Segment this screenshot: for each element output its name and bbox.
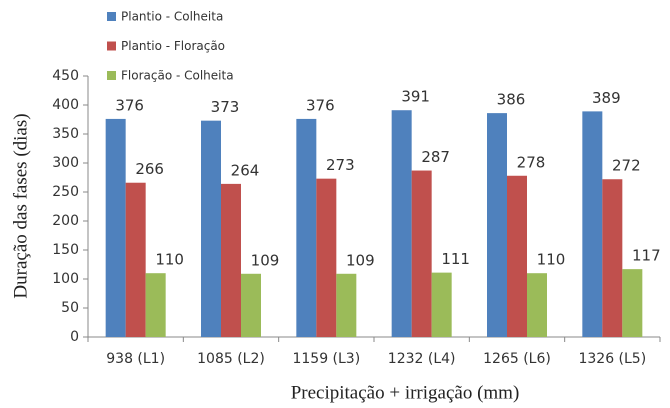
value-label: 391 <box>401 88 430 106</box>
x-axis-label: Precipitação + irrigação (mm) <box>291 382 520 403</box>
bar <box>316 178 337 337</box>
x-tick-label: 1159 (L3) <box>292 351 360 367</box>
value-label: 273 <box>326 156 355 174</box>
value-label: 389 <box>592 89 621 107</box>
value-label: 266 <box>135 160 164 178</box>
y-axis-label: Duração das fases (dias) <box>10 113 31 298</box>
y-tick-label: 400 <box>52 97 79 113</box>
bar <box>602 179 623 337</box>
y-tick-label: 250 <box>52 184 79 200</box>
legend-swatch <box>107 71 116 80</box>
y-tick-label: 150 <box>52 242 79 258</box>
bar <box>507 175 527 337</box>
bar <box>622 269 643 337</box>
value-label: 386 <box>497 91 526 109</box>
value-label: 117 <box>632 247 661 265</box>
legend-label: Floração - Colheita <box>121 69 234 83</box>
bar <box>201 120 221 337</box>
value-label: 264 <box>231 161 260 179</box>
bar <box>296 118 317 337</box>
value-label: 109 <box>346 251 375 269</box>
value-label: 109 <box>251 251 280 269</box>
bar <box>336 273 357 337</box>
x-tick-label: 1265 (L6) <box>483 351 551 367</box>
bar <box>527 273 547 337</box>
bar <box>582 111 603 337</box>
x-tick-label: 938 (L1) <box>106 351 165 367</box>
x-tick-label: 1326 (L5) <box>578 351 646 367</box>
value-label: 110 <box>537 251 566 269</box>
legend-swatch <box>107 12 116 21</box>
x-tick-label: 1085 (L2) <box>197 351 265 367</box>
bar <box>431 272 452 337</box>
legend-swatch <box>107 41 116 51</box>
bar <box>221 183 241 337</box>
bar <box>105 118 126 337</box>
value-label: 272 <box>612 157 641 175</box>
value-label: 373 <box>211 98 240 116</box>
y-tick-label: 100 <box>52 271 79 287</box>
legend-label: Plantio - Colheita <box>121 10 223 24</box>
bar <box>411 170 432 337</box>
value-label: 110 <box>155 251 184 269</box>
bar <box>241 273 261 337</box>
value-label: 376 <box>306 96 335 114</box>
bar <box>125 182 146 337</box>
value-label: 376 <box>115 96 144 114</box>
x-tick-label: 1232 (L4) <box>388 351 456 367</box>
bar <box>487 113 507 338</box>
y-tick-label: 300 <box>52 155 79 171</box>
legend-label: Plantio - Floração <box>121 39 225 53</box>
value-label: 111 <box>441 250 470 268</box>
value-label: 278 <box>517 153 546 171</box>
y-tick-label: 0 <box>70 329 79 345</box>
y-tick-label: 50 <box>61 300 79 316</box>
y-tick-label: 200 <box>52 213 79 229</box>
bar <box>145 273 166 337</box>
value-label: 287 <box>421 148 450 166</box>
y-tick-label: 350 <box>52 126 79 142</box>
bar <box>391 110 412 337</box>
y-tick-label: 450 <box>52 68 79 84</box>
